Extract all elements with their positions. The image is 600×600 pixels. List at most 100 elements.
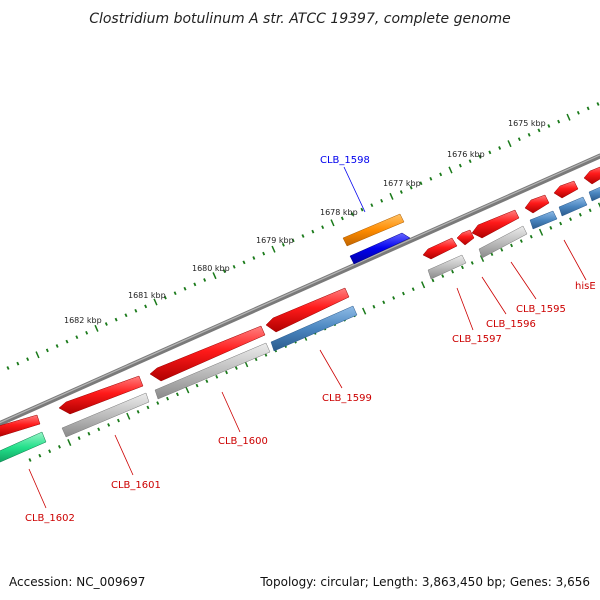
minor-tick [519,239,523,243]
minor-tick [225,370,229,375]
gene-label-clb1599[interactable]: CLB_1599 [322,393,372,404]
minor-tick [163,295,167,300]
minor-tick [429,176,433,181]
gene-feature-clb1599[interactable] [270,305,358,352]
minor-tick [510,243,514,248]
gene-feature-clb1596[interactable] [478,225,528,259]
cds-feature[interactable] [553,180,579,199]
minor-tick [559,221,563,226]
cds-feature[interactable] [422,237,458,260]
cds-feature[interactable] [456,229,475,246]
accession-text: Accession: NC_009697 [9,575,146,589]
minor-tick [458,163,462,168]
minor-tick [183,286,187,291]
tick-label: 1682 kbp [64,316,102,325]
genome-backbone [0,153,600,427]
minor-tick [529,234,533,239]
cds-feature[interactable] [149,325,266,382]
minor-tick [392,296,396,300]
major-tick [126,412,131,420]
minor-tick [470,261,474,265]
major-tick [448,166,453,174]
gene-feature-hise[interactable] [558,196,588,217]
minor-tick [144,304,148,309]
reverse-strand-features [0,165,600,463]
tick-label: 1680 kbp [192,264,230,273]
cds-feature[interactable] [471,209,520,239]
cds-feature[interactable] [583,165,600,185]
minor-tick [569,217,573,221]
leader-line [221,391,241,433]
minor-tick [65,339,69,344]
gene-feature-clb1597[interactable] [427,254,467,280]
minor-tick [380,198,384,203]
gene-label-clb1596[interactable]: CLB_1596 [486,319,536,330]
major-tick [362,307,367,315]
gene-feature-clb1600[interactable] [154,342,271,400]
gene-label-clb1600[interactable]: CLB_1600 [218,436,268,447]
minor-tick [588,208,592,213]
leader-line [456,287,474,331]
major-tick [153,298,158,306]
cds-feature[interactable] [524,194,550,214]
minor-tick [460,265,464,270]
minor-tick [281,242,285,247]
minor-tick [166,396,170,401]
minor-tick [232,264,236,269]
minor-tick [557,119,561,124]
gene-feature-clb1598[interactable] [349,232,411,265]
cds-feature[interactable] [58,375,144,415]
minor-tick [104,322,108,326]
leader-line [28,468,47,509]
gene-label-clb1602[interactable]: CLB_1602 [25,513,75,524]
minor-tick [500,247,504,252]
minor-tick [301,234,305,238]
minor-tick [401,291,405,296]
gene-feature-clb1595[interactable] [529,210,558,230]
minor-tick [498,146,502,150]
minor-tick [195,383,199,388]
major-tick [185,386,190,394]
gene-feature-clb1601[interactable] [61,392,150,438]
minor-tick [488,150,492,155]
minor-tick [439,172,443,177]
outer-tick-ring [6,102,600,370]
minor-tick [6,366,10,370]
leader-line [510,261,537,300]
minor-tick [321,225,325,230]
forward-strand-features [342,213,411,265]
minor-tick [114,317,118,322]
gene-label-hise[interactable]: hisE [575,281,596,292]
cds-feature[interactable] [0,414,41,437]
major-tick [212,272,217,280]
minor-tick [116,418,120,423]
minor-tick [360,207,364,212]
gene-feature-partial[interactable] [588,185,600,202]
minor-tick [28,458,32,462]
minor-tick [107,423,111,427]
gene-label-clb1598[interactable]: CLB_1598 [320,155,370,166]
minor-tick [262,251,266,256]
major-tick [67,438,72,447]
gene-feature-orange[interactable] [342,213,405,247]
gene-label-clb1597[interactable]: CLB_1597 [452,334,502,345]
gene-label-clb1595[interactable]: CLB_1595 [516,304,566,315]
minor-tick [431,278,435,283]
minor-tick [252,256,256,260]
minor-tick [87,431,91,436]
major-tick [94,324,99,332]
minor-tick [156,401,160,405]
gene-label-clb1601[interactable]: CLB_1601 [111,480,161,491]
gene-feature-clb1602[interactable] [0,431,47,463]
minor-tick [48,449,52,454]
minor-tick [97,427,101,432]
tick-label: 1679 kbp [256,236,294,245]
label-leader-lines [28,166,587,509]
leader-line [563,239,587,281]
topology-text: Topology: circular; Length: 3,863,450 bp… [260,575,590,589]
minor-tick [234,366,238,370]
minor-tick [596,102,600,106]
minor-tick [382,300,386,305]
cds-feature[interactable] [265,287,350,333]
minor-tick [175,392,179,397]
